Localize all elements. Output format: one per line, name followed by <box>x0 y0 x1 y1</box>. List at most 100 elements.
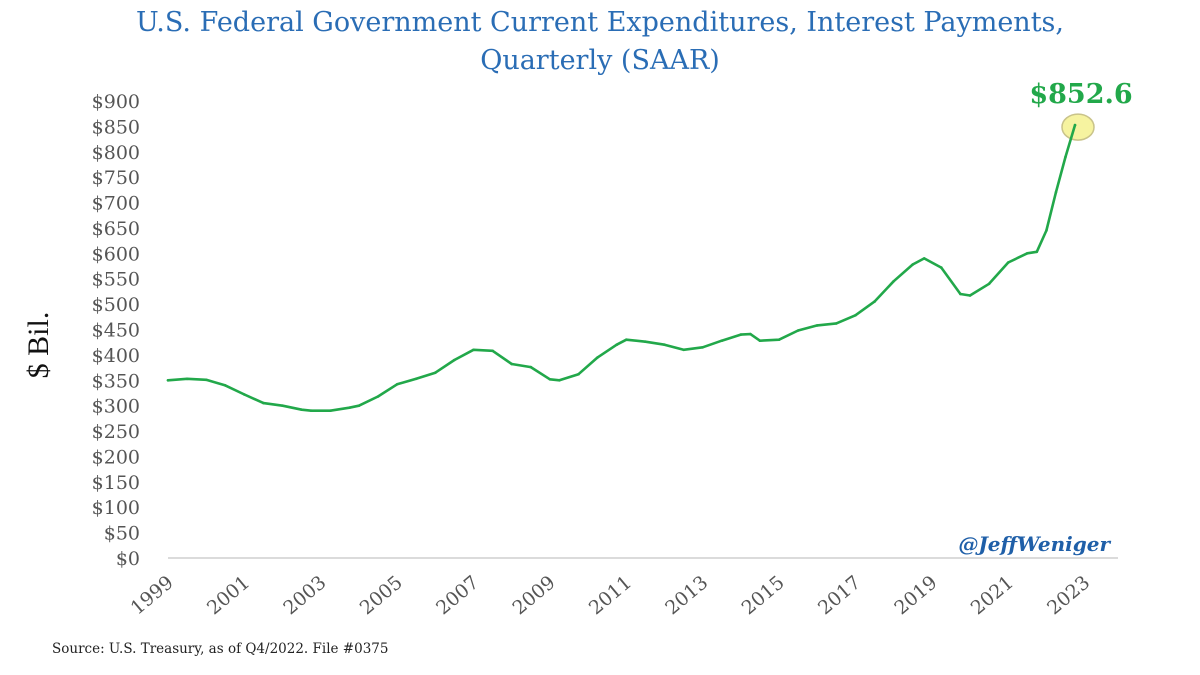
y-axis-ticks: $900 $850 $800 $750 $700 $650 $600 $550 $500 $450… <box>92 91 140 570</box>
data-point <box>510 362 513 366</box>
series-line-interest-payments <box>166 123 1077 412</box>
y-tick-label: $850 <box>92 116 140 138</box>
data-point <box>1045 229 1048 232</box>
x-tick-label: 2019 <box>890 571 941 619</box>
y-tick-label: $700 <box>92 193 140 215</box>
data-point <box>243 393 246 396</box>
data-point <box>777 338 781 342</box>
data-point <box>701 346 704 349</box>
data-point <box>1054 191 1058 194</box>
y-tick-label: $450 <box>92 320 140 342</box>
data-point <box>204 378 208 382</box>
x-tick-label: 2021 <box>967 571 1018 619</box>
y-tick-label: $250 <box>92 421 140 443</box>
data-point <box>434 371 437 375</box>
y-tick-label: $500 <box>92 294 140 316</box>
data-point <box>281 404 284 408</box>
x-tick-label: 2015 <box>738 571 789 619</box>
y-tick-label: $0 <box>116 548 140 570</box>
y-tick-label: $800 <box>92 142 140 164</box>
data-point <box>815 324 819 327</box>
data-point <box>615 343 618 347</box>
data-point <box>376 395 380 398</box>
data-point <box>300 408 304 412</box>
data-point <box>892 280 895 283</box>
y-tick-label: $100 <box>92 497 140 519</box>
data-point <box>835 322 838 325</box>
data-point <box>1035 250 1039 254</box>
y-tick-label: $200 <box>92 446 140 468</box>
y-tick-label: $900 <box>92 91 140 113</box>
chart-title-line-2: Quarterly (SAAR) <box>480 45 720 76</box>
data-point <box>911 263 914 266</box>
x-tick-label: 2013 <box>661 571 712 619</box>
data-point <box>1006 261 1010 264</box>
y-tick-label: $300 <box>92 396 140 418</box>
y-tick-label: $350 <box>92 370 140 392</box>
x-tick-label: 2007 <box>432 571 483 619</box>
data-point <box>262 401 265 405</box>
x-tick-label: 2009 <box>508 571 559 619</box>
x-tick-label: 2005 <box>356 571 407 619</box>
data-point <box>663 343 666 347</box>
data-point <box>491 349 494 353</box>
y-tick-label: $600 <box>92 243 140 265</box>
x-tick-label: 2011 <box>585 571 636 619</box>
data-point <box>987 282 991 286</box>
data-point <box>625 338 628 342</box>
data-point <box>395 383 399 386</box>
data-point <box>548 378 552 381</box>
data-point <box>739 333 743 336</box>
data-point <box>453 358 456 362</box>
y-tick-label: $150 <box>92 472 140 494</box>
data-point <box>357 404 361 408</box>
data-point <box>577 372 580 376</box>
data-point <box>968 294 972 297</box>
data-point <box>185 377 189 381</box>
data-point <box>922 257 926 260</box>
data-point <box>644 340 647 344</box>
data-point <box>749 332 752 336</box>
chart-title-line-1: U.S. Federal Government Current Expendit… <box>136 7 1064 38</box>
data-point <box>224 384 227 387</box>
data-point <box>348 406 351 410</box>
y-tick-label: $400 <box>92 345 140 367</box>
data-point <box>940 266 943 269</box>
data-point <box>1026 252 1029 255</box>
data-point <box>529 365 533 369</box>
data-point <box>1073 123 1077 127</box>
data-point <box>720 339 723 343</box>
data-point <box>959 292 962 296</box>
data-point <box>558 379 561 382</box>
data-point <box>758 339 762 343</box>
data-point <box>796 329 800 332</box>
data-point <box>596 356 599 359</box>
data-points <box>166 123 1077 413</box>
data-point <box>873 300 876 303</box>
annotation-latest-value: $852.6 <box>1029 79 1132 110</box>
x-tick-label: 2017 <box>814 571 865 619</box>
y-tick-label: $650 <box>92 218 140 240</box>
y-tick-label: $550 <box>92 269 140 291</box>
y-tick-label: $50 <box>104 523 140 545</box>
y-tick-label: $750 <box>92 167 140 189</box>
x-tick-label: 2003 <box>279 571 330 619</box>
x-tick-label: 2023 <box>1043 571 1094 619</box>
data-point <box>682 348 685 352</box>
data-point <box>309 409 313 413</box>
data-point <box>329 409 332 413</box>
data-point <box>166 379 170 382</box>
y-axis-label: $ Bil. <box>22 312 55 379</box>
x-axis-ticks: 1999 2001 2003 2005 2007 2009 2011 2013 2015 2017… <box>127 571 1095 619</box>
watermark-handle: @JeffWeniger <box>958 532 1111 556</box>
source-note: Source: U.S. Treasury, as of Q4/2022. Fi… <box>52 641 389 657</box>
highlight-circle-marker <box>1061 113 1095 141</box>
chart-title: U.S. Federal Government Current Expendit… <box>0 4 1200 80</box>
data-point <box>472 348 475 352</box>
data-point <box>1064 155 1067 159</box>
x-tick-label: 1999 <box>127 571 178 619</box>
data-point <box>854 314 857 317</box>
data-point <box>414 377 418 381</box>
x-tick-label: 2001 <box>203 571 254 619</box>
